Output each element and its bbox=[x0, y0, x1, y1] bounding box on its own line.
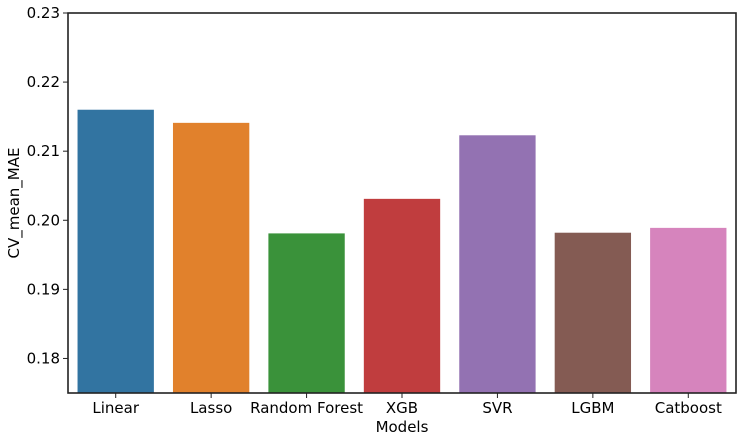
bar-linear bbox=[77, 109, 154, 393]
bars-group bbox=[77, 109, 727, 394]
x-tick-label: LGBM bbox=[571, 399, 614, 417]
x-axis-title: Models bbox=[376, 418, 429, 436]
x-tick-label: Linear bbox=[92, 399, 139, 417]
bar-catboost bbox=[650, 227, 727, 393]
x-tick-label: Lasso bbox=[190, 399, 232, 417]
y-tick-label: 0.19 bbox=[27, 280, 60, 298]
bar-svr bbox=[459, 135, 536, 394]
y-axis-title: CV_mean_MAE bbox=[5, 148, 24, 259]
bar-random-forest bbox=[268, 233, 345, 393]
x-tick-label: Random Forest bbox=[250, 399, 363, 417]
y-tick-label: 0.21 bbox=[27, 142, 60, 160]
x-tick-label: SVR bbox=[482, 399, 512, 417]
bar-xgb bbox=[363, 198, 441, 393]
x-axis-ticks: Linear Lasso Random Forest XGB SVR LGBM Catboo… bbox=[92, 393, 722, 417]
y-axis-ticks: 0.18 0.19 0.20 0.21 0.22 0.23 bbox=[27, 4, 68, 367]
y-tick-label: 0.18 bbox=[27, 349, 60, 367]
x-tick-label: Catboost bbox=[655, 399, 722, 417]
bar-lgbm bbox=[554, 232, 632, 393]
y-tick-label: 0.22 bbox=[27, 73, 60, 91]
plot-frame bbox=[67, 12, 737, 394]
y-tick-label: 0.20 bbox=[27, 211, 60, 229]
x-tick-label: XGB bbox=[386, 399, 418, 417]
y-tick-label: 0.23 bbox=[27, 4, 60, 22]
bar-lasso bbox=[172, 122, 250, 393]
